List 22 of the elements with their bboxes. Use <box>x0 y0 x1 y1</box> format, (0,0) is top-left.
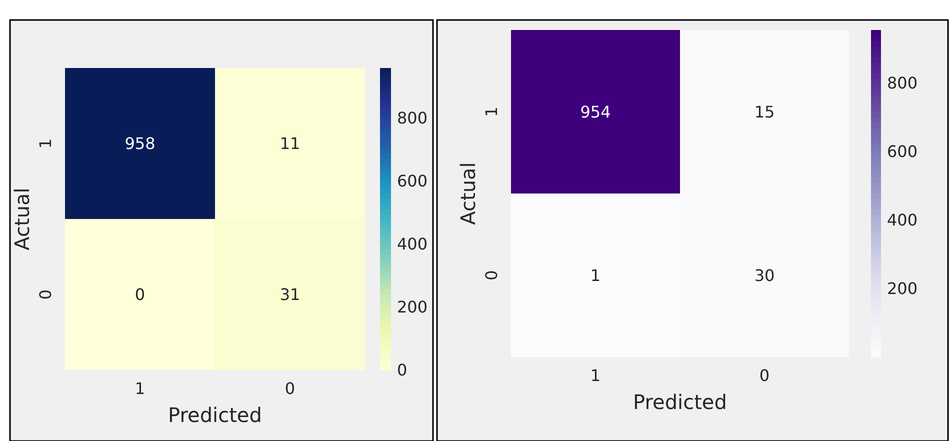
x-axis-title: Predicted <box>633 390 727 414</box>
color-bar-label: 600 <box>887 142 918 161</box>
data-label: 31 <box>280 285 300 304</box>
color-bar-label: 400 <box>887 210 918 230</box>
data-label: 954 <box>580 102 611 122</box>
color-bar-label: 200 <box>887 279 918 298</box>
data-label: 0 <box>134 285 146 304</box>
color-bar-label: 800 <box>887 73 918 92</box>
y-axis-title: Actual <box>456 162 480 225</box>
colorbar: 200 400 600 800 <box>871 30 918 358</box>
data-label: 1 <box>590 266 601 285</box>
x-axis-title: Predicted <box>168 403 262 427</box>
data-label: 30 <box>754 266 775 285</box>
data-label: 11 <box>280 134 300 153</box>
colorbar: 0 200 400 600 800 <box>380 68 428 380</box>
color-bar-label: 400 <box>397 234 428 254</box>
data-label: 15 <box>754 102 775 122</box>
data-label: 958 <box>124 134 156 153</box>
color-bar-label: 600 <box>397 171 428 190</box>
y-axis-title: Actual <box>10 188 34 250</box>
color-bar-label: 200 <box>397 297 428 316</box>
color-bar-label: 800 <box>397 108 428 128</box>
